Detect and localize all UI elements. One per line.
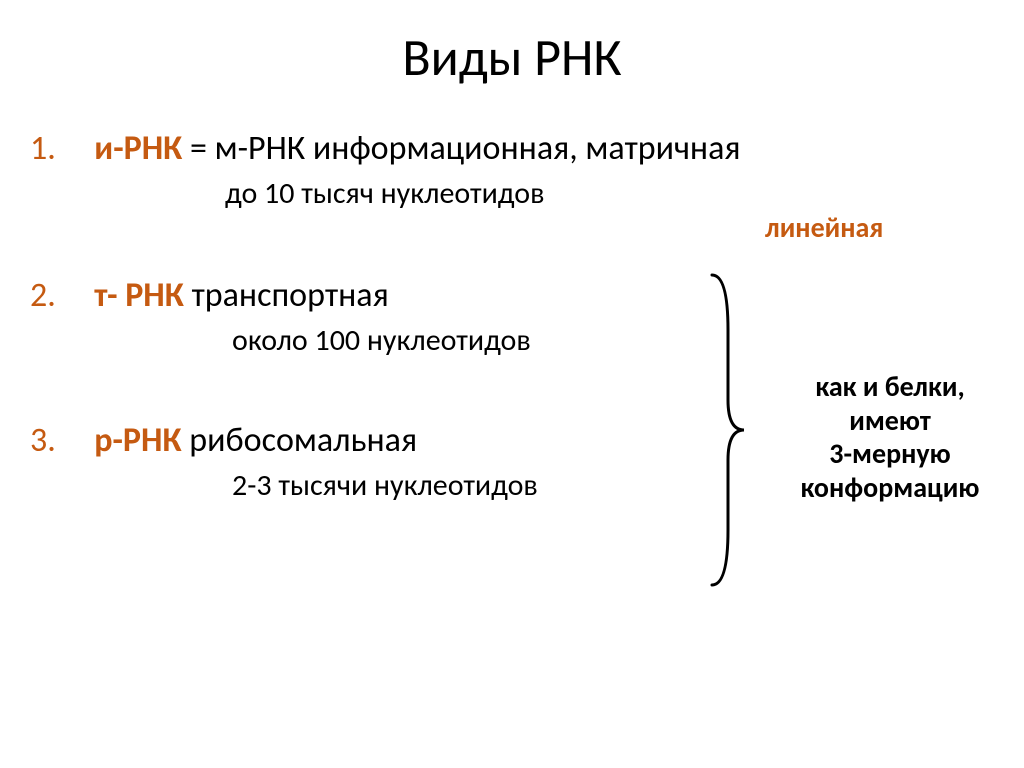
annotation-line1: как и белки, bbox=[815, 369, 964, 404]
item-1-desc: = м-РНК информационная, матричная bbox=[190, 128, 741, 169]
item-2-number: 2. bbox=[30, 275, 56, 316]
annotation-line4: конформацию bbox=[801, 470, 980, 505]
annotation-line3: 3-мерную bbox=[829, 436, 950, 471]
item-1-number: 1. bbox=[30, 128, 56, 169]
slide: Виды РНК 1. и-РНК = м-РНК информационная… bbox=[0, 0, 1024, 768]
item-1: 1. и-РНК = м-РНК информационная, матричн… bbox=[30, 128, 741, 169]
item-2-desc: транспортная bbox=[192, 275, 389, 316]
item-2-abbr: т- РНК bbox=[94, 275, 184, 316]
slide-title: Виды РНК bbox=[0, 25, 1024, 89]
item-2-sub: около 100 нуклеотидов bbox=[232, 322, 531, 359]
item-3-abbr: р-РНК bbox=[94, 420, 181, 461]
annotation-line2: имеют bbox=[849, 403, 931, 438]
item-3-sub: 2-3 тысячи нуклеотидов bbox=[232, 467, 538, 504]
brace-icon bbox=[700, 270, 750, 590]
item-1-abbr: и-РНК bbox=[94, 128, 182, 169]
item-2: 2. т- РНК транспортная bbox=[30, 275, 389, 316]
item-3: 3. р-РНК рибосомальная bbox=[30, 420, 417, 461]
item-3-number: 3. bbox=[30, 420, 56, 461]
item-1-sub: до 10 тысяч нуклеотидов bbox=[225, 175, 544, 212]
brace-annotation: как и белки, имеют 3-мерную конформацию bbox=[770, 370, 1010, 504]
item-3-desc: рибосомальная bbox=[189, 420, 417, 461]
linear-label: линейная bbox=[765, 210, 883, 245]
